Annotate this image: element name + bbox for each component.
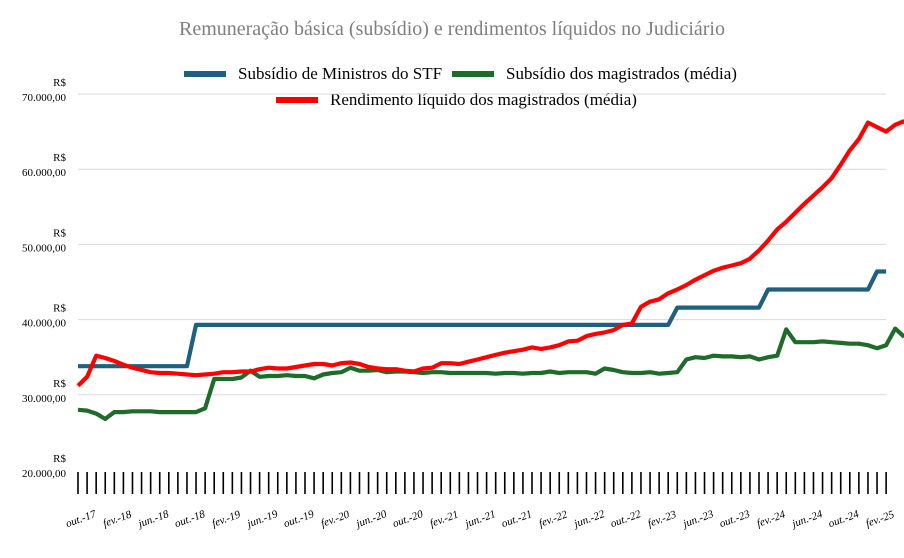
x-tick-label: out.-21 xyxy=(500,508,534,530)
y-tick-label: 40.000,00 xyxy=(22,318,67,330)
y-tick-label: 60.000,00 xyxy=(22,167,67,179)
x-tick-label: fev.-21 xyxy=(428,509,460,530)
x-tick-label: fev.-18 xyxy=(101,508,133,530)
y-tick-label: 50.000,00 xyxy=(22,242,67,254)
y-tick-label: 30.000,00 xyxy=(22,393,67,405)
legend-item-stf: Subsídio de Ministros do STF xyxy=(184,64,442,84)
x-tick-label: jun.-22 xyxy=(571,508,607,531)
x-tick-label: out.-17 xyxy=(64,508,98,530)
x-tick-label: fev.-22 xyxy=(537,508,569,530)
x-tick-label: fev.-25 xyxy=(864,508,896,530)
x-tick-label: fev.-20 xyxy=(319,508,351,530)
x-tick-label: out.-23 xyxy=(718,508,752,530)
legend-item-subsidio: Subsídio dos magistrados (média) xyxy=(452,64,737,84)
y-tick-label-currency: R$ xyxy=(53,152,66,164)
x-tick-label: jun.-20 xyxy=(353,508,389,531)
x-tick-label: jun.-18 xyxy=(135,508,171,531)
x-tick-label: jun.-24 xyxy=(789,508,825,531)
y-tick-label: 20.000,00 xyxy=(22,468,67,480)
legend-swatch-subsidio xyxy=(452,71,494,77)
chart-title: Remuneração básica (subsídio) e rendimen… xyxy=(179,18,725,40)
x-tick-label: out.-20 xyxy=(391,508,425,530)
legend-item-rendimento: Rendimento líquido dos magistrados (médi… xyxy=(276,90,637,110)
x-tick-label: out.-19 xyxy=(282,508,316,530)
x-tick-label: jun.-21 xyxy=(462,508,498,531)
legend-label-stf: Subsídio de Ministros do STF xyxy=(238,64,443,83)
y-tick-label-currency: R$ xyxy=(53,227,66,239)
legend-swatch-stf xyxy=(184,71,226,77)
x-tick-label: jun.-23 xyxy=(680,508,716,531)
series-line-stf xyxy=(78,269,887,369)
x-tick-label: out.-18 xyxy=(173,508,207,530)
series-line-subsidio xyxy=(77,326,904,421)
x-tick-label: fev.-23 xyxy=(646,508,678,530)
x-tick-label: fev.-19 xyxy=(210,508,242,530)
x-tick-label: out.-22 xyxy=(609,508,643,530)
x-tick-label: fev.-24 xyxy=(755,508,787,530)
series-line-rendimento xyxy=(76,119,904,388)
y-tick-label-currency: R$ xyxy=(53,77,66,89)
y-tick-label: 70.000,00 xyxy=(22,92,67,104)
x-tick-label: out.-24 xyxy=(827,508,861,530)
y-tick-label-currency: R$ xyxy=(53,378,66,390)
legend-label-subsidio: Subsídio dos magistrados (média) xyxy=(506,64,737,83)
x-tick-label: jun.-19 xyxy=(244,508,280,531)
y-tick-label-currency: R$ xyxy=(53,453,66,465)
legend-swatch-rendimento xyxy=(276,97,318,103)
legend-label-rendimento: Rendimento líquido dos magistrados (médi… xyxy=(330,90,637,109)
y-tick-label-currency: R$ xyxy=(53,303,66,315)
